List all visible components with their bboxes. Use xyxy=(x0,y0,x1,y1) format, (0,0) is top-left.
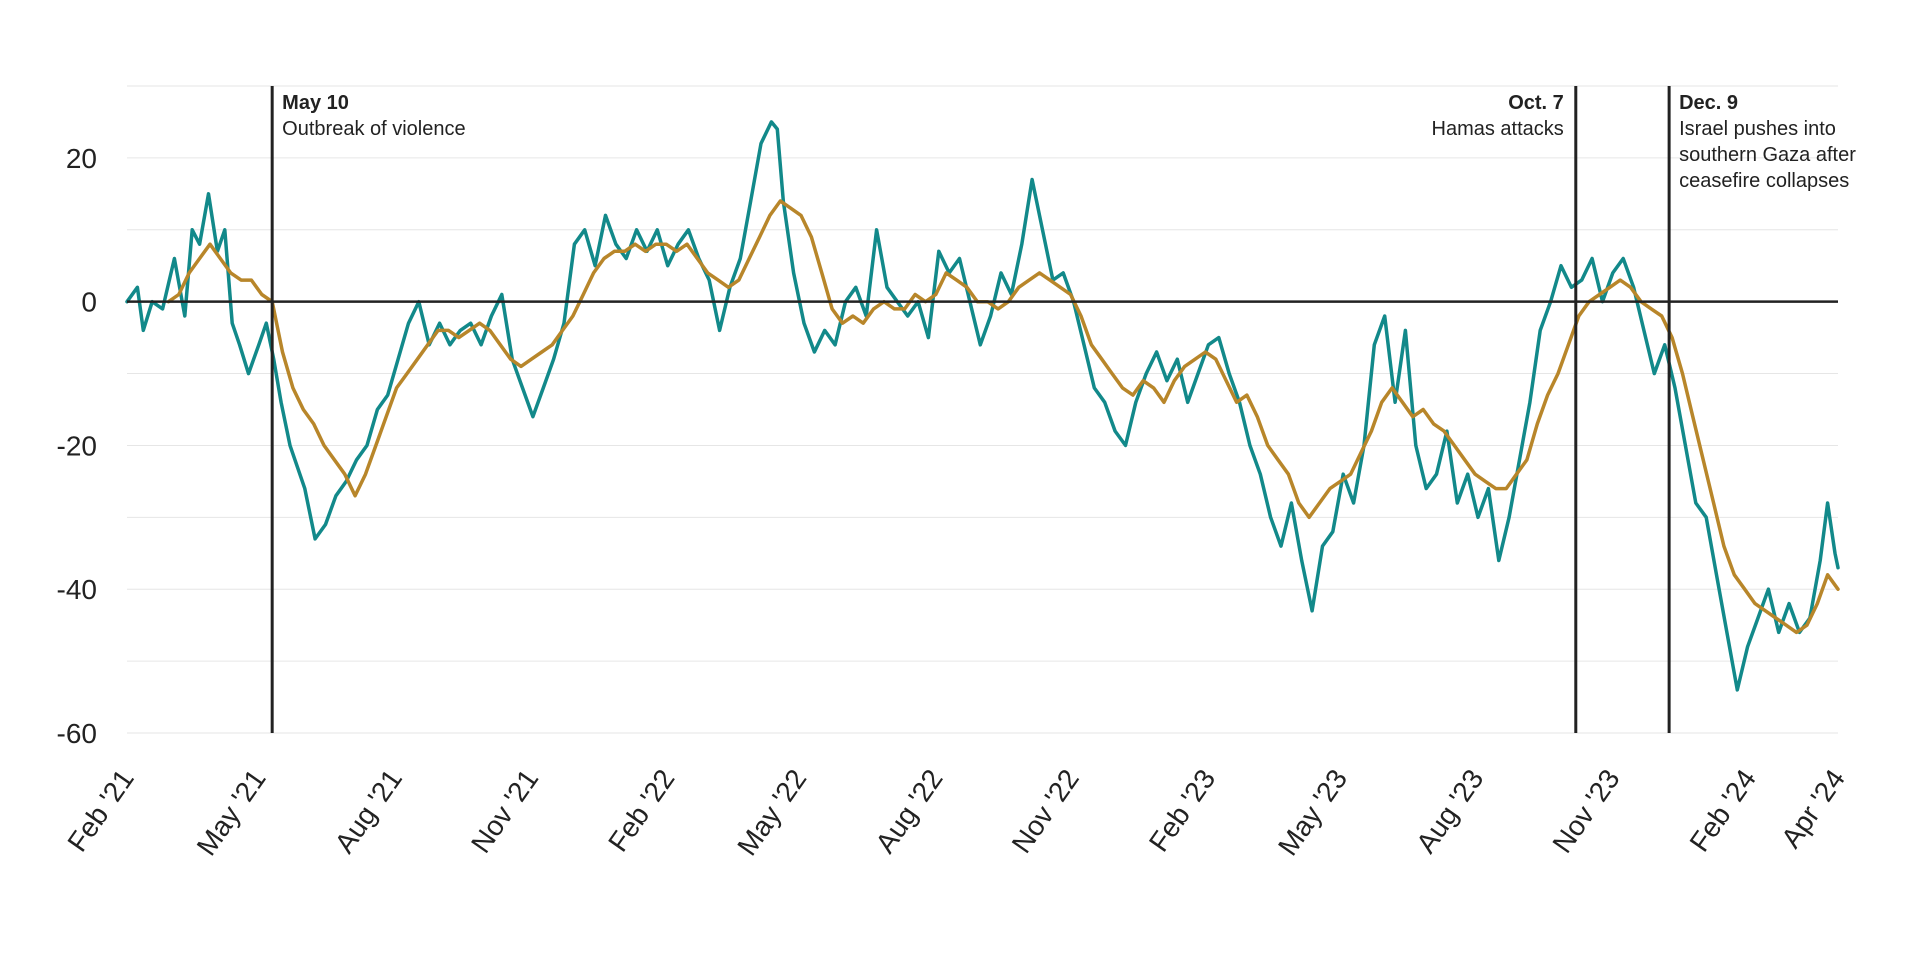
event-annotations: May 10 Outbreak of violence Oct. 7 Hamas at… xyxy=(270,86,1856,733)
event-date-label: Oct. 7 xyxy=(1508,92,1564,114)
x-tick-label: Feb '22 xyxy=(602,764,680,858)
event-description-label: ceasefire collapses xyxy=(1679,170,1849,192)
y-tick-label: 0 xyxy=(81,287,97,318)
y-tick-label: -40 xyxy=(57,574,97,605)
event-description-label: Israel pushes into xyxy=(1679,118,1836,140)
x-tick-label: Nov '21 xyxy=(465,764,544,859)
y-tick-label: 20 xyxy=(66,143,97,174)
x-tick-label: Nov '23 xyxy=(1546,764,1625,859)
series-line-2 xyxy=(166,199,1840,635)
x-tick-label: Feb '24 xyxy=(1684,764,1762,858)
x-tick-label: Aug '22 xyxy=(869,764,948,859)
series-lines xyxy=(125,120,1840,692)
y-axis: 20 0 -20 -40 -60 xyxy=(57,143,97,749)
series-line-1 xyxy=(125,120,1840,692)
x-tick-label: Nov '22 xyxy=(1006,764,1085,859)
x-axis: Feb '21 May '21 Aug '21 Nov '21 Feb '22 May '… xyxy=(61,764,1850,861)
event-date-label: May 10 xyxy=(282,92,349,114)
event-description-label: Hamas attacks xyxy=(1432,118,1564,140)
x-tick-label: May '22 xyxy=(731,764,812,861)
event-description-label: southern Gaza after xyxy=(1679,144,1856,166)
x-tick-label: May '21 xyxy=(191,764,272,861)
gridlines xyxy=(127,85,1838,734)
x-tick-label: May '23 xyxy=(1272,764,1353,861)
x-tick-label: Feb '23 xyxy=(1143,764,1221,858)
x-tick-label: Aug '23 xyxy=(1410,764,1489,859)
x-tick-label: Aug '21 xyxy=(329,764,408,859)
x-tick-label: Feb '21 xyxy=(61,764,139,858)
y-tick-label: -60 xyxy=(57,718,97,749)
event-date-label: Dec. 9 xyxy=(1679,92,1738,114)
event-description-label: Outbreak of violence xyxy=(282,118,465,140)
y-tick-label: -20 xyxy=(57,430,97,461)
x-tick-label: Apr '24 xyxy=(1775,764,1851,854)
